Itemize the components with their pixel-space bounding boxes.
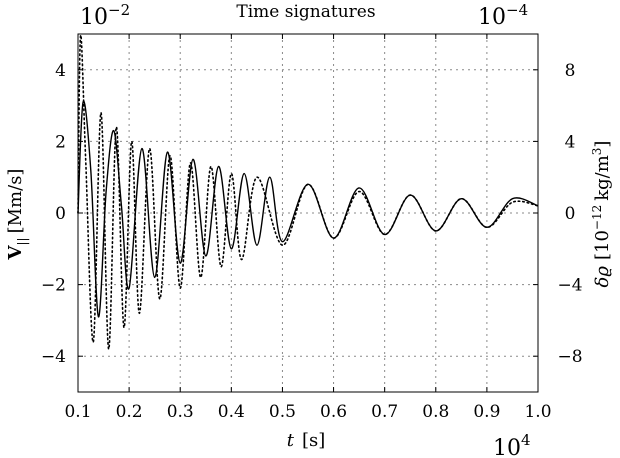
series-group xyxy=(77,34,539,350)
y-left-tick-label: −2 xyxy=(41,276,66,296)
multiplier-bottom-right: 104 xyxy=(493,431,531,458)
y-left-axis-label: V||[Mm/s] xyxy=(5,169,29,261)
y-right-tick-label: −8 xyxy=(557,347,582,367)
x-tick-label: 0.1 xyxy=(64,402,91,422)
x-tick-label: 0.3 xyxy=(167,402,194,422)
y-left-tick-label: −4 xyxy=(41,347,66,367)
series-line-dotted xyxy=(77,34,539,350)
x-tick-label: 0.6 xyxy=(320,402,347,422)
chart-title: Time signatures xyxy=(236,2,375,22)
x-tick-label: 0.4 xyxy=(218,402,245,422)
x-tick-label: 0.2 xyxy=(116,402,143,422)
axis-ticks: 0.1 0.2 0.3 0.4 0.5 0.6 0.7 0.8 0.9 1.0 −4 −2 0 2 4 −8 −… xyxy=(41,34,583,422)
y-left-tick-label: 4 xyxy=(55,61,66,81)
y-right-tick-label: 4 xyxy=(565,132,576,152)
multiplier-top-left: 10−2 xyxy=(80,1,130,30)
y-right-axis-label: δϱ[10−12kg/m3] xyxy=(590,141,613,288)
y-right-tick-label: 8 xyxy=(565,61,576,81)
y-left-tick-label: 0 xyxy=(55,204,66,224)
y-left-tick-label: 2 xyxy=(55,132,66,152)
y-right-tick-label: 0 xyxy=(565,204,576,224)
grid xyxy=(78,34,538,392)
x-tick-label: 0.9 xyxy=(473,402,500,422)
x-tick-label: 1.0 xyxy=(524,402,551,422)
x-axis-label: t [s] xyxy=(287,430,326,451)
x-tick-label: 0.7 xyxy=(371,402,398,422)
x-tick-label: 0.8 xyxy=(422,402,449,422)
x-tick-label: 0.5 xyxy=(269,402,296,422)
y-right-tick-label: −4 xyxy=(557,276,582,296)
multiplier-top-right: 10−4 xyxy=(478,1,528,30)
